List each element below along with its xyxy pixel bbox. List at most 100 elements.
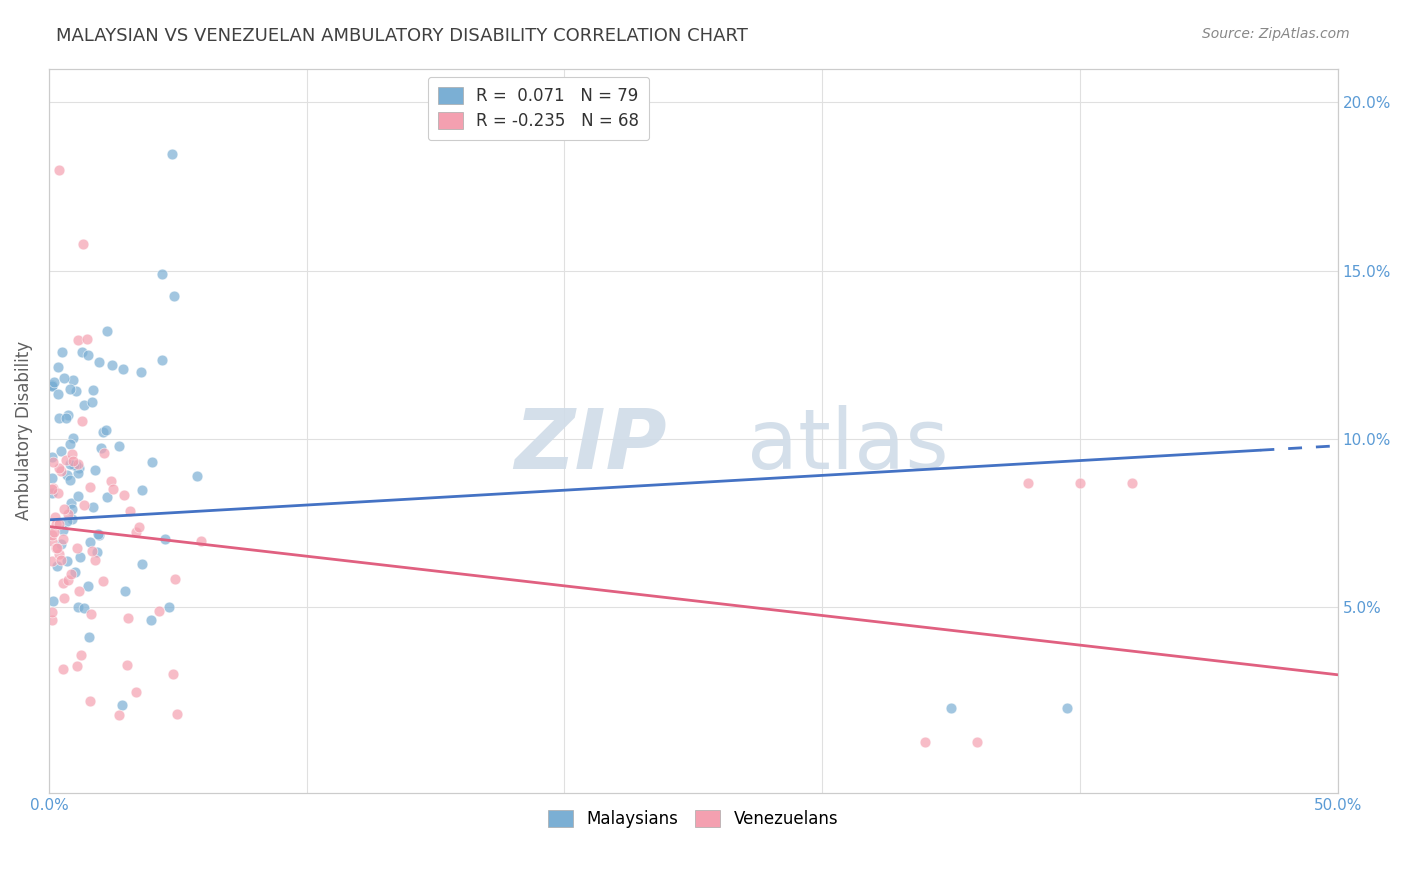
Point	[52, 523, 75, 537]
Point	[70, 414, 93, 428]
Point	[141, 613, 163, 627]
Point	[112, 362, 135, 376]
Point	[46, 360, 69, 375]
Point	[59, 473, 82, 487]
Point	[84, 463, 107, 477]
Point	[48, 162, 70, 177]
Point	[82, 500, 104, 514]
Point	[48, 547, 70, 561]
Point	[108, 439, 131, 453]
Point	[46, 486, 69, 500]
Point	[160, 147, 183, 161]
Text: atlas: atlas	[747, 405, 949, 485]
Point	[73, 398, 96, 412]
Point	[56, 573, 79, 587]
Point	[117, 611, 139, 625]
Point	[56, 467, 79, 482]
Point	[48, 461, 70, 475]
Point	[163, 289, 186, 303]
Point	[125, 525, 148, 540]
Point	[66, 659, 89, 673]
Text: Source: ZipAtlas.com: Source: ZipAtlas.com	[1202, 27, 1350, 41]
Y-axis label: Ambulatory Disability: Ambulatory Disability	[15, 341, 32, 520]
Point	[48, 517, 70, 532]
Point	[55, 452, 77, 467]
Point	[1056, 701, 1078, 715]
Point	[96, 490, 118, 504]
Point	[1017, 475, 1039, 490]
Point	[51, 576, 73, 591]
Point	[55, 554, 77, 568]
Point	[63, 458, 86, 472]
Point	[114, 584, 136, 599]
Point	[41, 534, 63, 549]
Point	[96, 324, 118, 338]
Point	[66, 599, 89, 614]
Point	[58, 382, 80, 396]
Point	[129, 365, 152, 379]
Point	[41, 482, 63, 496]
Point	[131, 483, 153, 497]
Point	[91, 425, 114, 440]
Point	[90, 441, 112, 455]
Point	[51, 464, 73, 478]
Point	[66, 466, 89, 480]
Point	[125, 685, 148, 699]
Point	[42, 455, 65, 469]
Point	[49, 443, 72, 458]
Point	[52, 501, 75, 516]
Point	[44, 375, 66, 389]
Point	[1069, 475, 1091, 490]
Point	[79, 480, 101, 494]
Point	[62, 454, 84, 468]
Point	[63, 565, 86, 579]
Point	[100, 475, 122, 489]
Point	[82, 544, 104, 558]
Point	[150, 352, 173, 367]
Point	[80, 395, 103, 409]
Point	[48, 411, 70, 425]
Point	[70, 344, 93, 359]
Point	[72, 498, 94, 512]
Point	[45, 516, 67, 531]
Point	[165, 572, 187, 586]
Point	[41, 527, 63, 541]
Point	[128, 520, 150, 534]
Point	[66, 333, 89, 347]
Point	[45, 558, 67, 573]
Point	[141, 454, 163, 468]
Point	[65, 384, 87, 398]
Point	[59, 567, 82, 582]
Point	[87, 527, 110, 541]
Point	[80, 607, 103, 621]
Point	[60, 512, 83, 526]
Point	[41, 471, 63, 485]
Point	[62, 431, 84, 445]
Point	[41, 379, 63, 393]
Point	[49, 553, 72, 567]
Point	[86, 545, 108, 559]
Point	[52, 591, 75, 605]
Point	[112, 488, 135, 502]
Point	[60, 501, 83, 516]
Point	[41, 605, 63, 619]
Point	[87, 355, 110, 369]
Point	[67, 457, 90, 471]
Point	[41, 554, 63, 568]
Point	[87, 526, 110, 541]
Point	[46, 387, 69, 401]
Point	[59, 437, 82, 451]
Point	[77, 630, 100, 644]
Point	[69, 550, 91, 565]
Point	[148, 604, 170, 618]
Point	[42, 481, 65, 495]
Point	[51, 345, 73, 359]
Point	[52, 662, 75, 676]
Point	[66, 489, 89, 503]
Point	[115, 658, 138, 673]
Point	[150, 267, 173, 281]
Point	[186, 469, 208, 483]
Point	[41, 613, 63, 627]
Point	[41, 378, 63, 392]
Point	[157, 600, 180, 615]
